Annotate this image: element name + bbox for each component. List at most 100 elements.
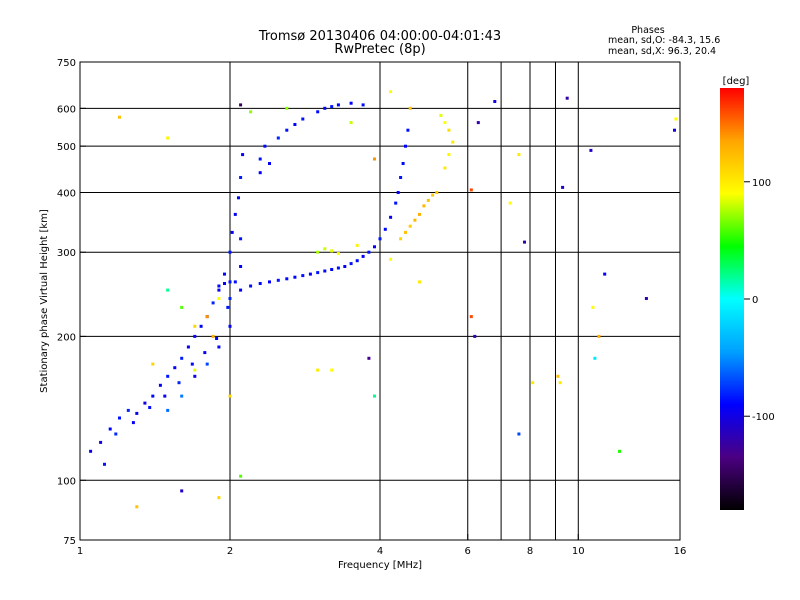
data-point: [447, 153, 451, 157]
x-tick-label: 6: [465, 546, 471, 557]
data-point: [591, 305, 595, 309]
data-point: [404, 230, 407, 234]
data-point: [330, 268, 334, 271]
data-point: [301, 117, 305, 121]
data-point: [241, 153, 245, 157]
data-point: [217, 297, 221, 300]
data-point: [413, 218, 417, 222]
data-point: [349, 121, 353, 125]
data-point: [258, 171, 262, 175]
data-point: [211, 334, 215, 338]
data-point: [276, 278, 280, 282]
data-point: [378, 237, 382, 241]
data-point: [361, 103, 365, 107]
data-point: [239, 265, 243, 268]
data-point: [401, 162, 405, 165]
data-point: [426, 198, 430, 202]
data-point: [593, 356, 597, 360]
data-point: [180, 356, 184, 360]
data-point: [443, 121, 447, 125]
data-point: [330, 249, 334, 253]
data-point: [389, 90, 393, 94]
data-point: [223, 272, 226, 276]
data-point: [508, 201, 512, 205]
data-point: [408, 106, 412, 110]
data-point: [239, 176, 243, 179]
y-tick-label: 400: [57, 188, 76, 199]
data-point: [603, 272, 607, 276]
stats-line-o: mean, sd,O: -84.3, 15.6: [608, 35, 720, 46]
data-point: [143, 401, 147, 405]
data-point: [531, 381, 535, 385]
data-point: [373, 157, 376, 161]
y-axis-label: Stationary phase Virtual Height [km]: [39, 209, 50, 393]
data-point: [285, 277, 289, 281]
data-point: [163, 394, 167, 398]
data-point: [308, 272, 312, 276]
data-point: [493, 100, 497, 103]
data-point: [135, 505, 139, 509]
data-point: [469, 188, 473, 192]
data-point: [151, 362, 155, 366]
x-tick-label: 4: [377, 546, 383, 557]
data-point: [180, 305, 184, 309]
data-point: [447, 128, 451, 132]
data-point: [476, 121, 480, 125]
colorbar-ticks: 100 0 -100: [744, 178, 775, 423]
data-point: [108, 427, 112, 431]
data-point: [226, 305, 230, 309]
y-tick-label: 100: [57, 476, 76, 487]
data-point: [556, 374, 560, 378]
data-point: [408, 224, 412, 228]
colorbar-tick-label: 100: [752, 178, 771, 189]
data-point: [228, 280, 232, 284]
data-point: [323, 247, 327, 251]
data-point: [166, 136, 170, 140]
data-point: [435, 191, 439, 194]
x-axis-ticks: 1 2 4 6 8 10 16: [77, 534, 686, 557]
data-point: [215, 337, 219, 340]
data-point: [239, 288, 243, 292]
data-point: [228, 250, 232, 254]
data-point: [118, 115, 121, 119]
data-point: [399, 176, 403, 179]
data-point: [561, 185, 565, 189]
data-point: [151, 394, 155, 398]
data-point: [103, 462, 106, 466]
data-point: [336, 266, 340, 270]
data-point: [469, 315, 473, 319]
data-point: [389, 215, 393, 219]
data-point: [394, 201, 398, 205]
data-point: [193, 374, 197, 378]
data-point: [673, 128, 676, 132]
data-point: [190, 362, 194, 366]
data-point: [228, 324, 232, 328]
data-point: [166, 374, 170, 378]
data-point: [396, 191, 400, 194]
data-point: [131, 421, 135, 425]
data-point: [258, 157, 262, 161]
data-point: [589, 148, 593, 152]
data-point: [336, 252, 340, 256]
data-point: [439, 113, 443, 117]
stats-line-x: mean, sd,X: 96.3, 20.4: [608, 46, 716, 57]
data-point: [199, 324, 203, 328]
y-tick-label: 600: [57, 104, 76, 115]
data-point: [293, 275, 297, 279]
colorbar: [720, 88, 744, 510]
data-point: [114, 432, 118, 436]
grid-lines: [80, 62, 680, 540]
data-point: [330, 105, 334, 109]
colorbar-label: [deg]: [723, 76, 750, 87]
colorbar-tick-label: 0: [752, 295, 758, 306]
data-point: [268, 280, 271, 284]
chart-title: Tromsø 20130406 04:00:00-04:01:43: [258, 29, 501, 44]
data-point: [473, 334, 477, 338]
data-point: [180, 394, 184, 398]
data-point: [355, 259, 359, 263]
data-point: [618, 449, 621, 453]
y-tick-label: 500: [57, 142, 76, 153]
data-point: [193, 368, 197, 372]
data-point: [443, 166, 447, 170]
data-point: [523, 240, 526, 244]
